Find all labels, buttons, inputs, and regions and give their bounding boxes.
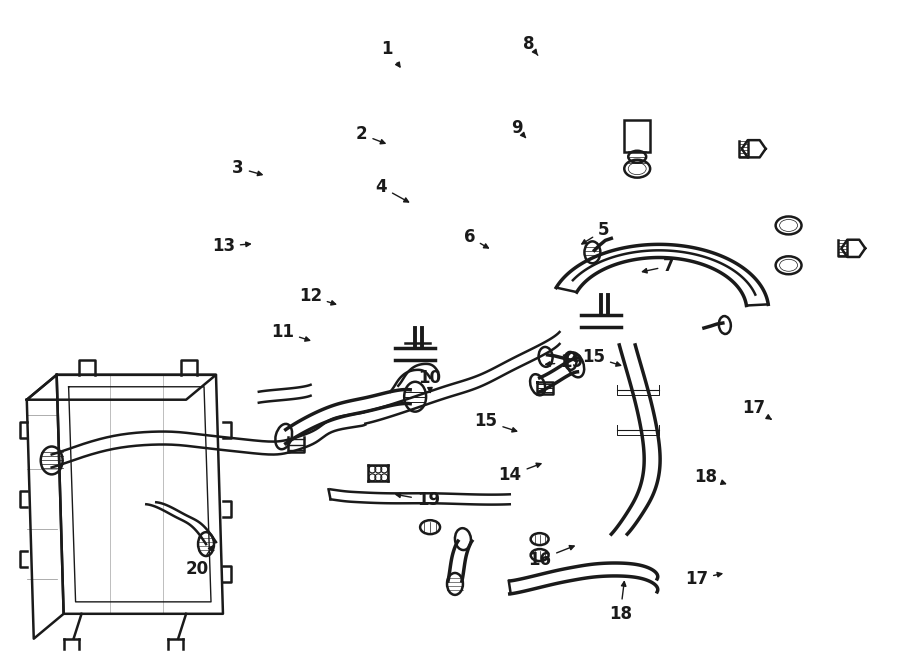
Text: 14: 14 bbox=[499, 463, 541, 485]
Text: 17: 17 bbox=[685, 570, 722, 588]
Text: 2: 2 bbox=[356, 126, 385, 144]
Text: 15: 15 bbox=[582, 348, 621, 366]
Text: 5: 5 bbox=[581, 221, 609, 244]
Text: 3: 3 bbox=[232, 159, 262, 177]
Text: 7: 7 bbox=[643, 257, 675, 275]
Text: 11: 11 bbox=[271, 323, 310, 341]
Text: 9: 9 bbox=[511, 119, 526, 137]
Text: 19: 19 bbox=[545, 353, 583, 371]
Text: 18: 18 bbox=[608, 582, 632, 623]
Text: 4: 4 bbox=[375, 178, 409, 202]
Text: 19: 19 bbox=[396, 491, 440, 510]
Text: 12: 12 bbox=[299, 288, 336, 305]
Text: 10: 10 bbox=[418, 369, 441, 393]
Text: 13: 13 bbox=[212, 237, 250, 255]
Text: 15: 15 bbox=[474, 412, 517, 432]
Text: 1: 1 bbox=[382, 40, 400, 67]
Text: 16: 16 bbox=[528, 545, 574, 568]
Text: 6: 6 bbox=[464, 228, 489, 248]
Text: 8: 8 bbox=[524, 35, 538, 56]
Text: 18: 18 bbox=[694, 467, 725, 486]
Text: 17: 17 bbox=[742, 399, 771, 419]
Text: 20: 20 bbox=[185, 546, 212, 578]
